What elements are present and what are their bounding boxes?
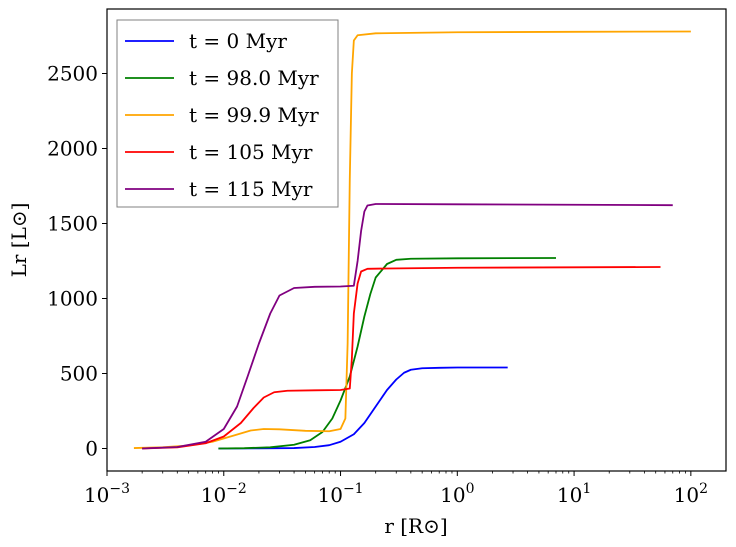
series-line-0 (218, 366, 508, 450)
plot-frame (106, 8, 727, 472)
series-line-1 (218, 257, 556, 450)
x-tick-label-2: 10−1 (317, 481, 363, 507)
series-line-4 (142, 203, 673, 450)
x-tick-label-3: 100 (440, 481, 474, 507)
legend-label-2: t = 99.9 Myr (189, 103, 319, 127)
x-tick-label-0: 10−3 (84, 481, 130, 507)
legend-label-3: t = 105 Myr (189, 140, 313, 164)
y-tick-label-1: 500 (60, 362, 98, 386)
legend-label-1: t = 98.0 Myr (189, 66, 319, 90)
legend-label-4: t = 115 Myr (189, 177, 313, 201)
y-axis-label-group: Lr [L⊙] (7, 203, 31, 278)
legend-frame (116, 19, 339, 208)
x-axis-label-group: r [R⊙] (384, 514, 447, 538)
y-tick-label-2: 1000 (47, 287, 98, 311)
y-tick-label-5: 2500 (47, 62, 98, 86)
y-axis-label: Lr [L⊙] (7, 203, 31, 278)
y-tick-label-4: 2000 (47, 137, 98, 161)
legend-label-0: t = 0 Myr (189, 29, 287, 53)
x-axis-ticks: 10−3 10−2 10−1 100 101 102 (84, 471, 708, 507)
series-layer (133, 30, 691, 450)
y-tick-label-3: 1500 (47, 212, 98, 236)
series-line-3 (142, 266, 661, 450)
x-tick-label-1: 10−2 (201, 481, 247, 507)
series-line-2 (133, 30, 691, 449)
legend: t = 0 Myr t = 98.0 Myr t = 99.9 Myr t = 105… (116, 19, 339, 208)
x-tick-label-4: 101 (557, 481, 591, 507)
x-tick-label-5: 102 (674, 481, 708, 507)
y-tick-label-0: 0 (85, 437, 98, 461)
x-axis-label: r [R⊙] (384, 514, 447, 538)
y-axis-ticks: 0 500 1000 1500 2000 2500 (47, 62, 107, 461)
